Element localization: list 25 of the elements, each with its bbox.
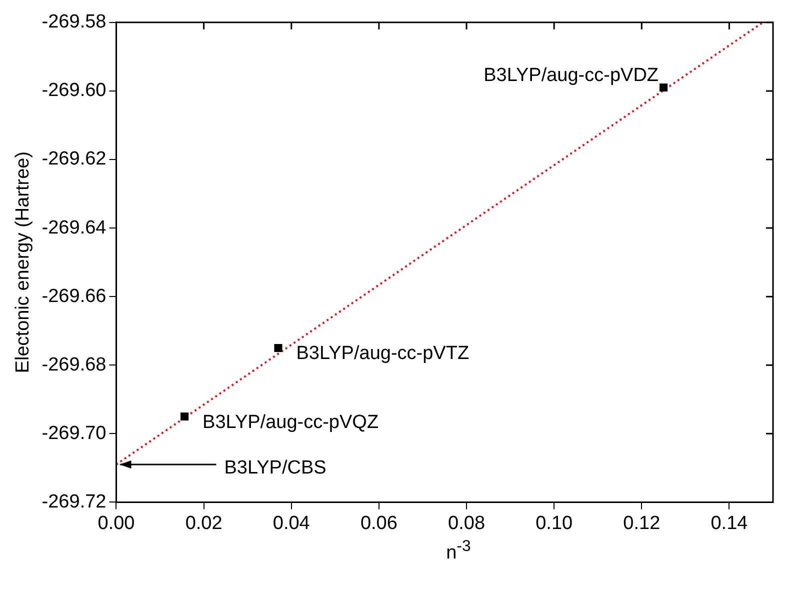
annotation: B3LYP/CBS xyxy=(224,458,326,479)
x-tick-label: 0.12 xyxy=(623,512,660,534)
y-axis-title: Electonic energy (Hartree) xyxy=(12,151,34,374)
y-tick-label: -269.66 xyxy=(42,286,106,307)
x-tick-label: 0.14 xyxy=(710,512,748,534)
x-tick-label: 0.04 xyxy=(272,512,310,534)
y-tick-label: -269.68 xyxy=(42,354,106,376)
annotation: B3LYP/aug-cc-pVQZ xyxy=(202,412,379,433)
annotation: B3LYP/aug-cc-pVTZ xyxy=(296,343,470,364)
x-tick-label: 0.10 xyxy=(536,512,573,534)
y-tick-label: -269.72 xyxy=(42,491,106,512)
y-tick-label: -269.70 xyxy=(42,422,106,444)
x-tick-label: 0.00 xyxy=(98,512,135,534)
x-tick-label: 0.02 xyxy=(185,512,222,534)
x-tick-label: 0.06 xyxy=(360,512,398,534)
point xyxy=(180,412,189,421)
annotation: B3LYP/aug-cc-pVDZ xyxy=(484,64,659,86)
y-tick-label: -269.62 xyxy=(42,148,106,170)
x-tick-label: 0.08 xyxy=(448,512,486,534)
y-tick-label: -269.58 xyxy=(42,12,106,33)
point xyxy=(274,344,282,352)
y-tick-label: -269.64 xyxy=(42,217,107,238)
point xyxy=(660,83,668,92)
x-axis-title: n$^{-3}$ xyxy=(445,538,472,564)
y-tick-label: -269.60 xyxy=(42,80,106,102)
